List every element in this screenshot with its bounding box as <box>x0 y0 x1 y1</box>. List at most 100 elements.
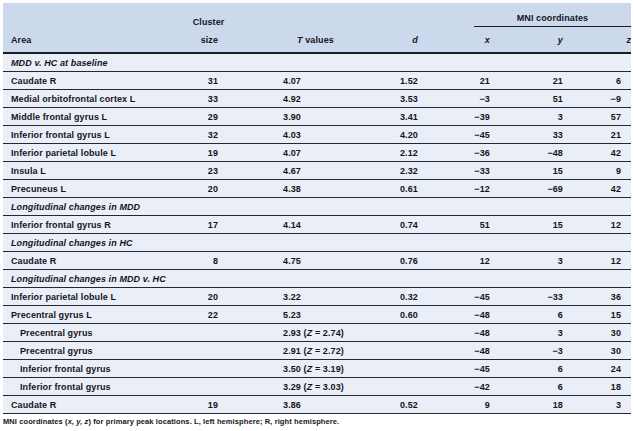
paper-table-page: Cluster MNI coordinates Area size T valu… <box>0 0 634 431</box>
y-cell: 3 <box>490 324 563 342</box>
mni-coordinates-label: MNI coordinates <box>474 13 631 27</box>
cluster-size-cell: 8 <box>193 252 218 270</box>
table-row: Precentral gyrus L225.230.60−48615 <box>3 306 631 324</box>
y-cell: 3 <box>490 252 563 270</box>
d-cell: 0.76 <box>346 252 418 270</box>
section-row: Longitudinal changes in MDD v. HC <box>3 270 631 288</box>
area-cell: Precentral gyrus <box>3 342 193 360</box>
area-cell: Insula L <box>3 162 193 180</box>
cluster-size-cell: 29 <box>193 108 218 126</box>
header-spacer <box>346 3 418 27</box>
table-row: Medial orbitofrontal cortex L334.923.53−… <box>3 90 631 108</box>
x-cell: −48 <box>418 342 490 360</box>
footnote-coordinate-vars: x, y, z <box>68 417 89 426</box>
area-cell: Precuneus L <box>3 180 193 198</box>
cluster-size-cell: 33 <box>193 90 218 108</box>
y-cell: −69 <box>490 180 563 198</box>
x-cell: −12 <box>418 180 490 198</box>
cluster-size-cell: 20 <box>193 180 218 198</box>
area-column-header: Area <box>3 27 193 53</box>
t-value-cell: 3.29 (Z = 3.03) <box>218 378 346 396</box>
y-cell: 3 <box>490 108 563 126</box>
d-cell <box>346 378 418 396</box>
section-row: Longitudinal changes in HC <box>3 234 631 252</box>
t-value-cell: 2.93 (Z = 2.74) <box>218 324 346 342</box>
area-cell: Caudate R <box>3 252 193 270</box>
d-cell: 0.61 <box>346 180 418 198</box>
area-cell: Precentral gyrus <box>3 324 193 342</box>
y-cell: 6 <box>490 378 563 396</box>
table-row: Caudate R84.750.7612312 <box>3 252 631 270</box>
z-cell: 21 <box>563 126 631 144</box>
cluster-size-cell <box>193 324 218 342</box>
cluster-size-cell: 32 <box>193 126 218 144</box>
t-value-cell: 4.14 <box>218 216 346 234</box>
d-cell: 0.52 <box>346 396 418 414</box>
table-row: Inferior frontal gyrus R174.140.74511512 <box>3 216 631 234</box>
d-cell: 1.52 <box>346 72 418 90</box>
cluster-size-cell: 22 <box>193 306 218 324</box>
z-cell: 18 <box>563 378 631 396</box>
t-value-cell: 2.91 (Z = 2.72) <box>218 342 346 360</box>
x-cell: −36 <box>418 144 490 162</box>
table-row: Inferior frontal gyrus3.50 (Z = 3.19)−45… <box>3 360 631 378</box>
y-cell: −48 <box>490 144 563 162</box>
cluster-size-cell: 23 <box>193 162 218 180</box>
results-table-container: Cluster MNI coordinates Area size T valu… <box>3 3 631 414</box>
d-cell <box>346 342 418 360</box>
cluster-header-line2: size <box>193 27 218 53</box>
area-cell: Medial orbitofrontal cortex L <box>3 90 193 108</box>
cluster-size-cell: 17 <box>193 216 218 234</box>
area-cell: Caudate R <box>3 396 193 414</box>
z-cell: 3 <box>563 396 631 414</box>
section-row: MDD v. HC at baseline <box>3 53 631 72</box>
z-cell: 15 <box>563 306 631 324</box>
t-value-cell: 4.38 <box>218 180 346 198</box>
table-row: Inferior parietal lobule L194.072.12−36−… <box>3 144 631 162</box>
x-cell: −45 <box>418 126 490 144</box>
z-cell: 24 <box>563 360 631 378</box>
cluster-header-line1: Cluster <box>193 3 218 27</box>
d-cell: 3.41 <box>346 108 418 126</box>
z-cell: −9 <box>563 90 631 108</box>
area-cell: Caudate R <box>3 72 193 90</box>
y-cell: 21 <box>490 72 563 90</box>
d-cell: 2.12 <box>346 144 418 162</box>
table-row: Inferior frontal gyrus3.29 (Z = 3.03)−42… <box>3 378 631 396</box>
z-cell: 9 <box>563 162 631 180</box>
z-symbol: Z <box>307 328 313 338</box>
area-cell: Inferior frontal gyrus R <box>3 216 193 234</box>
t-value-cell: 3.86 <box>218 396 346 414</box>
z-symbol: Z <box>307 346 313 356</box>
t-value-cell: 4.03 <box>218 126 346 144</box>
table-header: Cluster MNI coordinates Area size T valu… <box>3 3 631 53</box>
x-cell: −3 <box>418 90 490 108</box>
d-cell: 0.32 <box>346 288 418 306</box>
x-cell: −48 <box>418 324 490 342</box>
y-cell: −3 <box>490 342 563 360</box>
cluster-size-cell: 20 <box>193 288 218 306</box>
x-cell: 51 <box>418 216 490 234</box>
d-cell: 0.74 <box>346 216 418 234</box>
d-cell <box>346 324 418 342</box>
d-cell: 2.32 <box>346 162 418 180</box>
x-cell: 12 <box>418 252 490 270</box>
y-cell: 6 <box>490 360 563 378</box>
cluster-size-cell <box>193 342 218 360</box>
area-cell: Inferior parietal lobule L <box>3 288 193 306</box>
d-cell: 0.60 <box>346 306 418 324</box>
t-value-cell: 4.07 <box>218 72 346 90</box>
section-row: Longitudinal changes in MDD <box>3 198 631 216</box>
section-label: Longitudinal changes in MDD v. HC <box>3 270 631 288</box>
x-cell: −42 <box>418 378 490 396</box>
cluster-size-cell: 19 <box>193 396 218 414</box>
x-cell: −48 <box>418 306 490 324</box>
area-cell: Middle frontal gyrus L <box>3 108 193 126</box>
x-cell: 9 <box>418 396 490 414</box>
z-cell: 30 <box>563 324 631 342</box>
t-value-cell: 3.22 <box>218 288 346 306</box>
header-row-columns: Area size T values d x y z <box>3 27 631 53</box>
y-cell: 15 <box>490 162 563 180</box>
table-row: Inferior parietal lobule L203.220.32−45−… <box>3 288 631 306</box>
t-values-column-header: T values <box>218 27 346 53</box>
